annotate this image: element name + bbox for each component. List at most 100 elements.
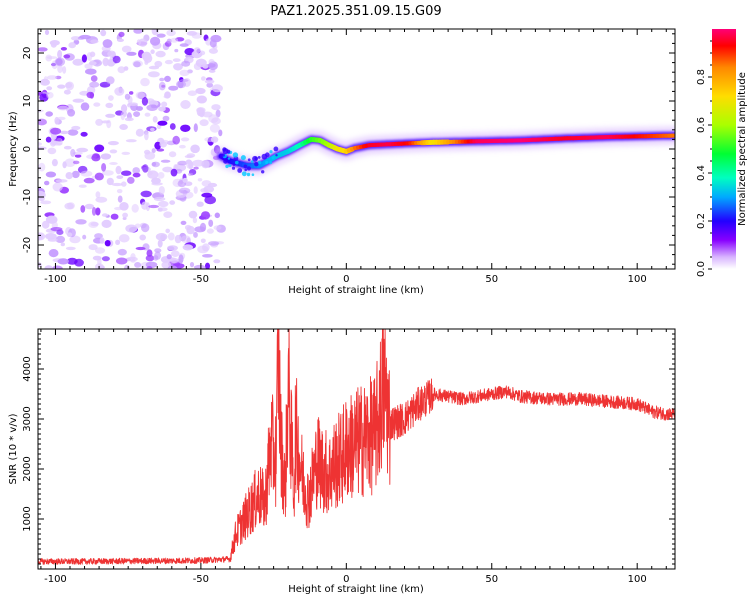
snr-x-tick-label: -100 [44, 574, 67, 585]
spectrogram-noise-blob [83, 177, 95, 184]
spectrogram-noise-blob [207, 63, 216, 68]
spectrogram-ridge [212, 126, 675, 177]
spectrogram-noise-blob [154, 60, 163, 68]
spectrogram-noise-blob [201, 192, 213, 198]
spectrogram-noise-blob [169, 200, 176, 205]
spectrogram-noise-blob [133, 61, 141, 68]
colorbar-label: Normalized spectral amplitude [737, 72, 748, 226]
spectrogram-noise-blob [45, 233, 57, 240]
spectrogram-noise-blob [130, 253, 136, 261]
spectrogram-noise-blob [156, 33, 166, 38]
spectrogram-noise-blob [124, 117, 134, 122]
spectrogram-noise-blob [186, 225, 195, 235]
spectrogram-noise-blob [213, 225, 222, 230]
spectrogram-noise-blob [197, 178, 203, 182]
spectrogram-noise-blob [71, 125, 81, 131]
spectrogram-noise-blob [185, 159, 192, 165]
spectrogram-noise-blob [70, 36, 81, 41]
spectrogram-noise-blob [167, 232, 175, 241]
spectrogram-noise-blob [126, 51, 137, 56]
spectrogram-noise-blob [124, 93, 131, 100]
spectrogram-noise-blob [68, 42, 76, 49]
spectrogram-noise-blob [193, 264, 206, 269]
spectrogram-x-axis: -100 -50 0 50 100 [40, 29, 667, 285]
spectrogram-noise-blob [62, 66, 67, 74]
spectrogram-noise-blob [57, 49, 63, 59]
spectrogram-noise-blob [162, 115, 170, 122]
spectrogram-noise-blob [156, 124, 162, 130]
spectrogram-noise-blob [154, 141, 162, 150]
spectrogram-noise-blob [182, 244, 193, 251]
spectrogram-noise-blob [43, 76, 48, 83]
snr-x-tick-label: 100 [628, 574, 647, 585]
spectrogram-noise-blob [64, 202, 74, 210]
spectrogram-noise-blob [172, 58, 181, 62]
spectrogram-noise-blob [161, 101, 168, 108]
spectrogram-y-tick-label: 10 [22, 95, 33, 108]
spectrogram-noise-blob [118, 234, 130, 243]
spectrogram-noise-blob [116, 175, 124, 180]
spectrogram-y-tick-label: 0 [22, 146, 33, 152]
ridge-speckle [250, 160, 254, 164]
spectrogram-noise-blob [54, 57, 66, 67]
spectrogram-noise-blob [107, 50, 116, 58]
spectrogram-noise-blob [218, 129, 223, 137]
spectrogram-noise-blob [128, 102, 138, 106]
spectrogram-x-tick-label: 50 [485, 274, 498, 285]
spectrogram-noise-blob [40, 200, 52, 205]
spectrogram-noise-blob [196, 201, 204, 207]
spectrogram-noise-blob [115, 165, 122, 175]
spectrogram-noise-blob [169, 123, 176, 130]
spectrogram-noise-blob [208, 69, 216, 73]
spectrogram-noise-blob [151, 148, 156, 154]
spectrogram-noise-blob [157, 120, 168, 126]
spectrogram-noise-blob [171, 250, 180, 257]
spectrogram-noise-blob [44, 265, 53, 269]
spectrogram-noise-blob [193, 47, 201, 54]
spectrogram-noise-blob [135, 246, 146, 251]
spectrogram-noise-blob [65, 82, 73, 89]
spectrogram-noise-blob [117, 248, 127, 256]
spectrogram-noise-blob [158, 200, 169, 208]
spectrogram-noise-blob [182, 177, 188, 183]
spectrogram-noise-blob [184, 181, 193, 186]
spectrogram-noise-blob [170, 37, 179, 43]
spectrogram-noise-blob [39, 93, 49, 102]
spectrogram-noise-blob [150, 127, 155, 132]
spectrogram-noise-blob [210, 136, 219, 143]
spectrogram-noise-blob [208, 48, 218, 54]
spectrogram-noise-blob [166, 38, 172, 44]
spectrogram-noise-blob [52, 182, 63, 192]
spectrogram-noise-blob [209, 39, 217, 48]
spectrogram-noise-blob [66, 257, 78, 265]
spectrogram-noise-blob [79, 34, 91, 40]
spectrogram-noise-blob [69, 235, 81, 244]
spectrogram-noise-blob [145, 254, 155, 262]
snr-x-tick-label: -50 [193, 574, 209, 585]
ridge-speckle [271, 156, 275, 160]
spectrogram-noise-blob [102, 170, 114, 176]
spectrogram-noise-blob [91, 154, 101, 162]
spectrogram-noise-blob [196, 107, 206, 114]
ridge-speckle [246, 166, 251, 171]
spectrogram-noise-blob [89, 81, 100, 88]
spectrogram-noise-blob [141, 223, 150, 233]
spectrogram-noise-blob [78, 184, 87, 188]
spectrogram-noise-blob [211, 84, 223, 93]
spectrogram-noise-blob [38, 47, 48, 52]
spectrogram-noise-blob [45, 111, 53, 117]
spectrogram-noise-blob [64, 158, 76, 167]
ridge-speckle [223, 159, 228, 164]
spectrogram-noise-blob [52, 265, 63, 269]
spectrogram-noise-blob [202, 243, 210, 252]
snr-y-axis: 1000 2000 3000 4000 [22, 333, 675, 565]
spectrogram-y-tick-label: -20 [22, 237, 33, 253]
spectrogram-x-tick-label: 0 [343, 274, 349, 285]
spectrogram-noise-blob [85, 68, 97, 75]
spectrogram-noise-blob [193, 166, 199, 170]
colorbar-tick-label: 0.0 [696, 261, 707, 277]
spectrogram-noise-blob [153, 255, 159, 261]
spectrogram-noise-blob [46, 75, 58, 80]
spectrogram-noise-blob [199, 119, 209, 127]
